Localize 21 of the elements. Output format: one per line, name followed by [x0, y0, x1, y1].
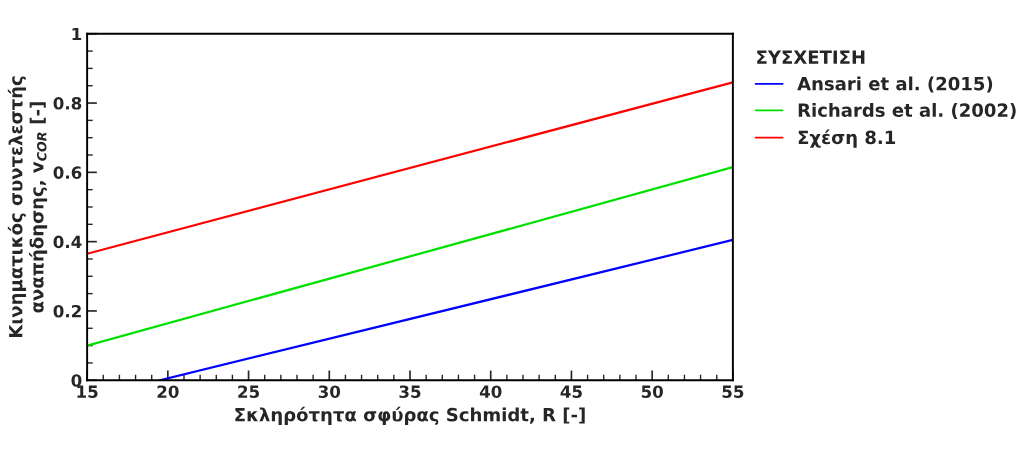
y-tick-label: 0: [71, 374, 82, 387]
x-tick-label: 20: [157, 385, 179, 399]
x-tick-label: 50: [641, 385, 663, 399]
x-tick-label: 45: [560, 385, 582, 399]
legend-title: ΣΥΣΧΕΤΙΣΗ: [757, 50, 865, 64]
x-tick-label: 15: [77, 385, 98, 399]
x-tick-label: 40: [479, 385, 502, 399]
y-tick-label: 0.2: [53, 304, 81, 318]
x-tick-label: 25: [238, 385, 259, 399]
legend-label: Richards et al. (2002): [798, 103, 1016, 120]
y-axis-title: Κινηματικός συντελεστής αναπήδησης, v$_{COR}$ [-]: [7, 76, 48, 338]
x-tick-label: 55: [722, 385, 744, 399]
x-tick-label: 30: [318, 385, 341, 399]
legend-label: Σχέση 8.1: [798, 129, 896, 148]
x-axis-title: Σκληρότητα σφύρας Schmidt, R [-]: [235, 406, 585, 425]
x-tick-label: 35: [399, 385, 421, 399]
y-tick-label: 0.6: [53, 166, 82, 179]
y-tick-label: 0.4: [53, 235, 82, 249]
y-tick-label: 0.8: [53, 97, 82, 110]
legend-label: Ansari et al. (2015): [797, 76, 993, 93]
y-tick-label: 1: [72, 27, 82, 41]
